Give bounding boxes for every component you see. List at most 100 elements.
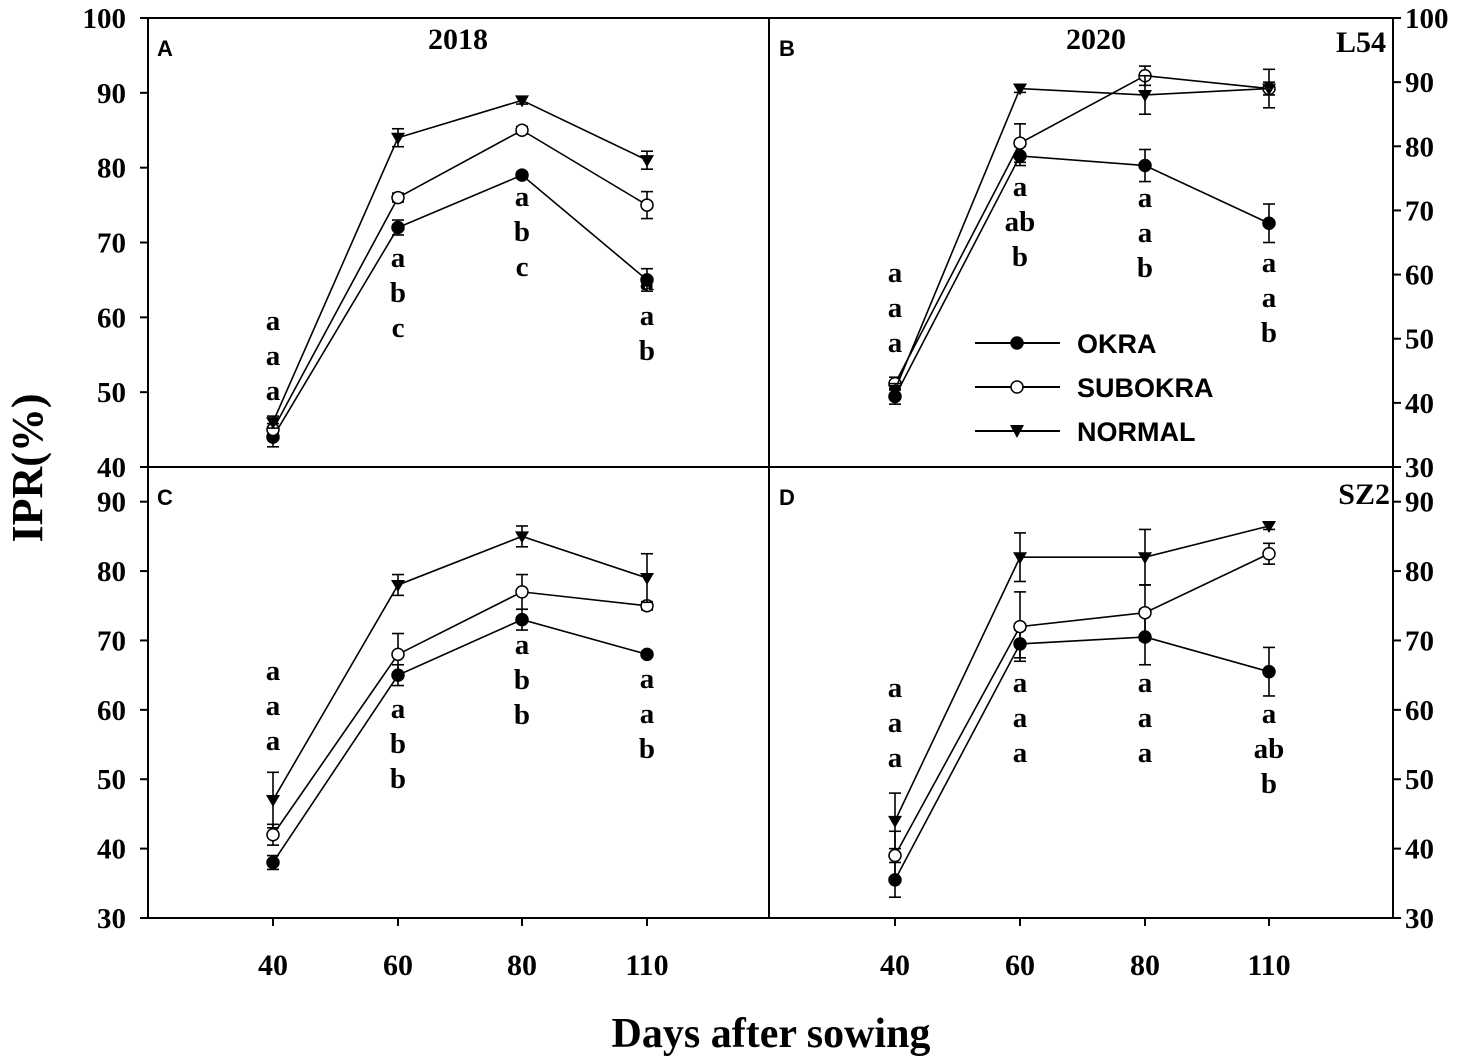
panel-a-letter-2-2: c xyxy=(516,251,529,283)
panel-d-letter-2-2: a xyxy=(1138,737,1153,769)
panel-b-subokra-point-1 xyxy=(1013,136,1027,150)
legend-okra-marker xyxy=(1010,336,1024,350)
panel-c-okra-point-3 xyxy=(640,647,654,662)
panel-d-y-tick-label-3: 60 xyxy=(1405,695,1434,727)
panel-b-letter-0-2: a xyxy=(888,327,903,359)
panel-b-y-tick-label-0: 30 xyxy=(1405,452,1434,484)
panel-d-subokra-point-3 xyxy=(1262,546,1276,561)
panel-b-letter-1-0: a xyxy=(1013,171,1028,203)
panel-b-y-tick-label-4: 70 xyxy=(1405,195,1434,227)
panel-d-normal-line xyxy=(894,525,1270,822)
panel-a-letter-2-0: a xyxy=(515,181,530,213)
panel-a-subokra-point-2 xyxy=(515,123,529,137)
panel-c-okra-point-0 xyxy=(266,855,280,870)
panel-a-y-tick-label-5: 90 xyxy=(97,78,126,110)
panel-a-normal-point-3 xyxy=(640,155,654,168)
panel-c-subokra-line xyxy=(272,591,648,836)
panel-a-subokra-point-3 xyxy=(640,198,654,212)
panel-c-normal-line xyxy=(272,535,648,801)
panel-a-y-tick-label-3: 70 xyxy=(97,228,126,260)
panel-b-letter-2-0: a xyxy=(1138,182,1153,214)
panel-c-y-tick-label-3: 60 xyxy=(97,695,126,727)
panel-b-letter-2-1: a xyxy=(1138,217,1153,249)
x-axis-title: Days after sowing xyxy=(612,1011,931,1057)
panel-d-letter-3-2: b xyxy=(1261,768,1277,800)
panel-d-letter-3-0: a xyxy=(1262,698,1277,730)
panel-a-normal-point-0 xyxy=(266,417,280,430)
legend: OKRA SUBOKRA NORMAL xyxy=(975,329,1214,447)
panel-b-okra-point-3 xyxy=(1262,216,1276,231)
panel-a-y-tick-label-4: 80 xyxy=(97,153,126,185)
panel-c-letter-0-0: a xyxy=(266,655,281,687)
panel-c-subokra-point-0 xyxy=(266,827,280,842)
panel-c-normal-point-1 xyxy=(391,579,405,592)
panel-c-okra-point-2 xyxy=(515,612,529,627)
panel-c-y-tick-label-0: 30 xyxy=(97,903,126,935)
panel-c-normal-point-2 xyxy=(515,531,529,544)
panel-a-y-tick-label-2: 60 xyxy=(97,302,126,334)
panel-b-title: 2020 xyxy=(1066,23,1126,56)
panel-a-y-tick-label-6: 100 xyxy=(83,3,127,35)
panel-a-letter-2-1: b xyxy=(514,216,530,248)
panel-d-letter-1-2: a xyxy=(1013,737,1028,769)
panel-d-normal-point-1 xyxy=(1013,552,1027,565)
panel-c-letter-1-0: a xyxy=(391,693,406,725)
panel-a-title: 2018 xyxy=(428,23,488,56)
panel-c-normal-point-3 xyxy=(640,573,654,586)
panel-b-y-tick-label-1: 40 xyxy=(1405,388,1434,420)
panel-b-normal-point-3 xyxy=(1262,83,1276,96)
legend-normal-label: NORMAL xyxy=(1077,417,1195,447)
panel-a-subokra-line xyxy=(272,129,648,430)
panel-a-letter-0-0: a xyxy=(266,305,281,337)
panel-b-letter-0-0: a xyxy=(888,257,903,289)
panel-c-subokra-point-1 xyxy=(391,647,405,662)
x-tick-label-right-2: 80 xyxy=(1130,949,1160,982)
panel-c-y-tick-label-6: 90 xyxy=(97,487,126,519)
panel-c-letter-3-0: a xyxy=(640,663,655,695)
panel-a-y-tick-label-1: 50 xyxy=(97,377,126,409)
x-tick-label-left-3: 110 xyxy=(625,949,668,982)
panel-a-letter-1-2: c xyxy=(392,312,405,344)
x-tick-label-left-2: 80 xyxy=(507,949,537,982)
panel-a-letter-1-1: b xyxy=(390,277,406,309)
panel-a-letter-3-0: a xyxy=(640,265,655,297)
panel-d-letter-3-1: ab xyxy=(1254,733,1285,765)
panel-a-okra-line xyxy=(272,174,648,438)
panel-d-letter-2-1: a xyxy=(1138,702,1153,734)
panel-d-subokra-point-1 xyxy=(1013,619,1027,634)
panel-a-okra-point-1 xyxy=(391,220,405,235)
panel-b-letter-1-1: ab xyxy=(1005,206,1036,238)
panel-a-okra-point-2 xyxy=(515,168,529,182)
panel-b-letter-1-2: b xyxy=(1012,241,1028,273)
panel-a-y-tick-label-0: 40 xyxy=(97,452,126,484)
panel-a-letter-3-1: a xyxy=(640,300,655,332)
panel-b-subokra-line xyxy=(894,74,1270,384)
panel-b-y-tick-label-7: 100 xyxy=(1405,3,1449,35)
panel-b-subtitle: L54 xyxy=(1336,26,1386,59)
panel-a-letter-3-2: b xyxy=(639,335,655,367)
x-tick-label-left-1: 60 xyxy=(383,949,413,982)
panel-label-a: A xyxy=(157,36,173,61)
panel-b-letter-3-2: b xyxy=(1261,317,1277,349)
panel-b-y-tick-label-6: 90 xyxy=(1405,67,1434,99)
panel-d-y-tick-label-2: 50 xyxy=(1405,764,1434,796)
panel-c-letter-3-1: a xyxy=(640,698,655,730)
legend-normal-marker xyxy=(1010,425,1024,438)
panel-c-y-tick-label-4: 70 xyxy=(97,625,126,657)
panel-b-letter-0-1: a xyxy=(888,292,903,324)
panel-d-y-tick-label-0: 30 xyxy=(1405,903,1434,935)
panel-d-subokra-line xyxy=(894,553,1270,856)
panel-d-letter-0-0: a xyxy=(888,672,903,704)
panel-b-okra-line xyxy=(894,155,1270,397)
panel-c-letter-0-2: a xyxy=(266,725,281,757)
panel-d-y-tick-label-4: 70 xyxy=(1405,625,1434,657)
panel-d-normal-point-0 xyxy=(888,815,902,828)
legend-subokra-marker xyxy=(1010,380,1024,394)
panel-b-letter-3-1: a xyxy=(1262,282,1277,314)
panel-a-letter-0-2: a xyxy=(266,375,281,407)
panel-a-letter-0-1: a xyxy=(266,340,281,372)
panel-b-y-tick-label-3: 60 xyxy=(1405,260,1434,292)
panel-a-letter-1-0: a xyxy=(391,242,406,274)
x-tick-label-left-0: 40 xyxy=(258,949,288,982)
